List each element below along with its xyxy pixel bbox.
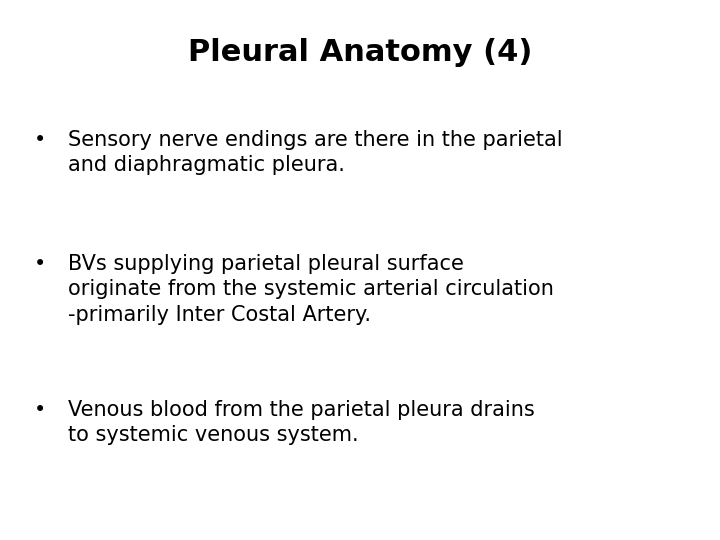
- Text: •: •: [33, 130, 46, 150]
- Text: Sensory nerve endings are there in the parietal
and diaphragmatic pleura.: Sensory nerve endings are there in the p…: [68, 130, 563, 175]
- Text: BVs supplying parietal pleural surface
originate from the systemic arterial circ: BVs supplying parietal pleural surface o…: [68, 254, 554, 325]
- Text: Venous blood from the parietal pleura drains
to systemic venous system.: Venous blood from the parietal pleura dr…: [68, 400, 535, 445]
- Text: •: •: [33, 254, 46, 274]
- Text: Pleural Anatomy (4): Pleural Anatomy (4): [188, 38, 532, 67]
- Text: •: •: [33, 400, 46, 420]
